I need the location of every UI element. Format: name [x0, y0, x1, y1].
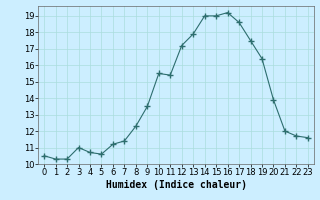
- X-axis label: Humidex (Indice chaleur): Humidex (Indice chaleur): [106, 180, 246, 190]
